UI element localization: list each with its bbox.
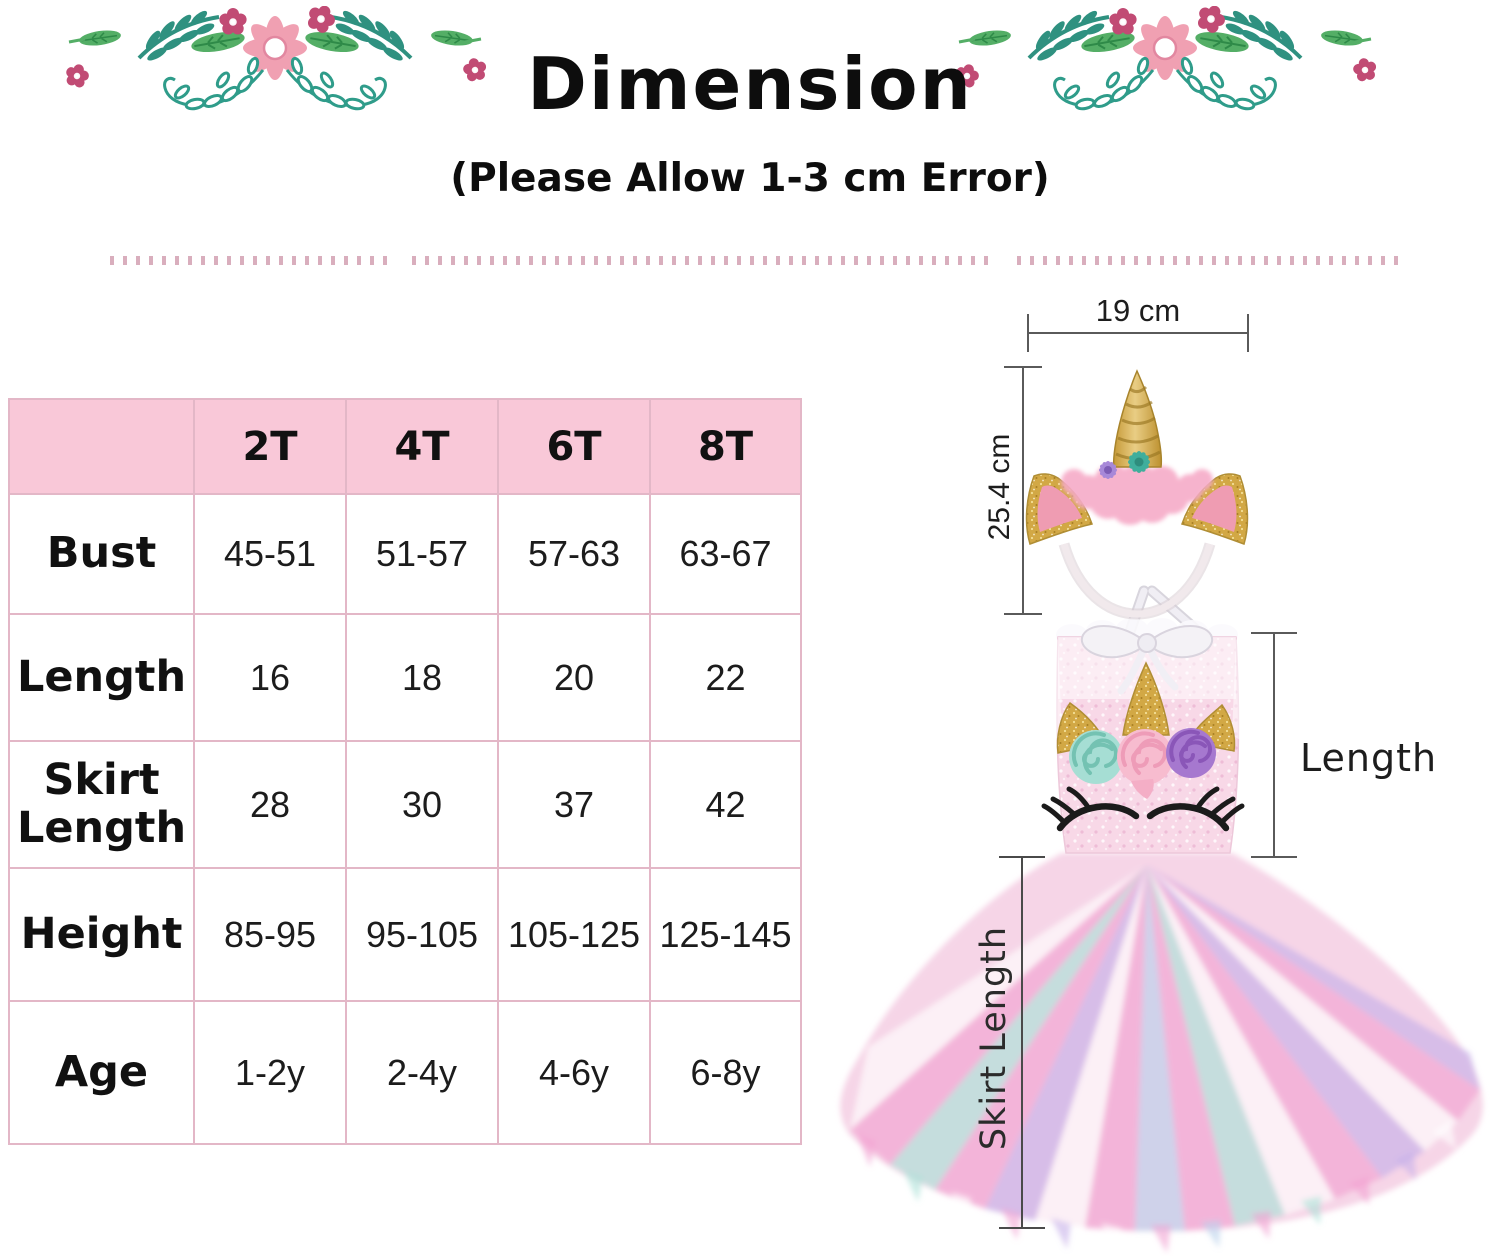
table-cell: 16	[193, 613, 347, 742]
measure-tick	[1027, 314, 1029, 352]
tutu-skirt	[840, 853, 1483, 1253]
table-cell: 95-105	[345, 867, 499, 1002]
page-subtitle: (Please Allow 1-3 cm Error)	[450, 156, 1050, 201]
table-cell: 57-63	[497, 493, 651, 615]
measure-tick	[1251, 856, 1297, 858]
measure-tick	[1004, 366, 1042, 368]
table-cell: 22	[649, 613, 802, 742]
size-col-header: 6T	[497, 398, 651, 495]
table-cell: 45-51	[193, 493, 347, 615]
measure-tick	[999, 1227, 1045, 1229]
dress-length-label: Length	[1300, 736, 1438, 780]
floral-ornament-icon	[63, 6, 489, 112]
row-label: Height	[8, 867, 195, 1002]
measure-line-dress-length	[1273, 633, 1275, 857]
table-cell: 85-95	[193, 867, 347, 1002]
dotted-divider	[1017, 256, 1400, 265]
row-label: Skirt Length	[8, 740, 195, 869]
closed-eye-right	[1146, 786, 1245, 832]
unicorn-headband-image	[1025, 369, 1249, 620]
table-cell: 105-125	[497, 867, 651, 1002]
row-label: Bust	[8, 493, 195, 615]
table-cell: 2-4y	[345, 1000, 499, 1145]
rose-purple	[1166, 728, 1216, 778]
table-row-age: Age 1-2y 2-4y 4-6y 6-8y	[8, 1000, 802, 1145]
rose-mint	[1069, 730, 1123, 784]
measure-tick	[1251, 632, 1297, 634]
measure-line-headband-width	[1028, 332, 1248, 334]
size-col-header: 8T	[649, 398, 802, 495]
headband-flower-teal	[1128, 451, 1150, 473]
table-row-skirt-length: Skirt Length 28 30 37 42	[8, 740, 802, 869]
measure-tick	[1247, 314, 1249, 352]
measure-tick	[1004, 613, 1042, 615]
table-row-bust: Bust 45-51 51-57 57-63 63-67	[8, 493, 802, 615]
headband-flower-purple	[1099, 461, 1117, 479]
dotted-divider	[412, 256, 996, 265]
size-table: 2T 4T 6T 8T Bust 45-51 51-57 57-63 63-67…	[8, 398, 802, 1145]
unicorn-tutu-dress-image	[840, 585, 1483, 1253]
skirt-length-label: Skirt Length	[974, 925, 1014, 1151]
table-cell: 6-8y	[649, 1000, 802, 1145]
table-cell: 20	[497, 613, 651, 742]
table-cell: 30	[345, 740, 499, 869]
table-cell: 51-57	[345, 493, 499, 615]
floral-ornament-icon	[953, 6, 1379, 112]
table-row-length: Length 16 18 20 22	[8, 613, 802, 742]
measure-line-headband-height	[1022, 367, 1024, 615]
row-label: Age	[8, 1000, 195, 1145]
size-table-corner-cell	[8, 398, 195, 495]
page-title: Dimension	[527, 42, 973, 126]
rose-pink	[1117, 729, 1173, 799]
size-col-header: 2T	[193, 398, 347, 495]
row-label: Length	[8, 613, 195, 742]
table-cell: 18	[345, 613, 499, 742]
size-col-header: 4T	[345, 398, 499, 495]
table-cell: 4-6y	[497, 1000, 651, 1145]
headband-height-value: 25.4 cm	[983, 433, 1016, 541]
dress-bow	[1080, 624, 1214, 695]
headband-arc	[1058, 542, 1216, 620]
table-cell: 37	[497, 740, 651, 869]
table-cell: 42	[649, 740, 802, 869]
headband-width-value: 19 cm	[1095, 293, 1181, 328]
table-cell: 125-145	[649, 867, 802, 1002]
table-cell: 1-2y	[193, 1000, 347, 1145]
measure-line-skirt-length	[1021, 857, 1023, 1229]
table-cell: 28	[193, 740, 347, 869]
table-row-height: Height 85-95 95-105 105-125 125-145	[8, 867, 802, 1002]
table-cell: 63-67	[649, 493, 802, 615]
measure-tick	[999, 856, 1045, 858]
closed-eye-left	[1041, 786, 1140, 832]
headband-tulle	[1061, 464, 1213, 525]
size-table-header-row: 2T 4T 6T 8T	[8, 398, 802, 495]
dotted-divider	[110, 256, 396, 265]
